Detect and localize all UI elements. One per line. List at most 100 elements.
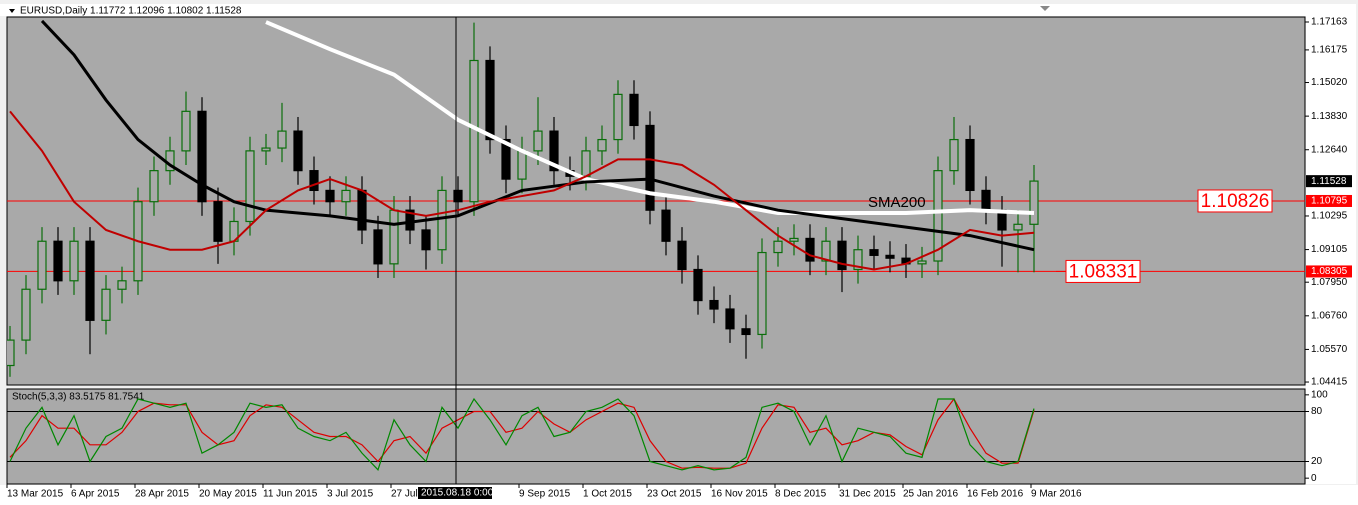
candle-body [117, 280, 127, 290]
y-tick-label: 1.17163 [1311, 17, 1348, 28]
x-tick-label: 20 May 2015 [199, 489, 257, 500]
stoch-header: Stoch(5,3,3) 83.5175 81.7541 [12, 392, 145, 403]
x-tick-label: 25 Jan 2016 [903, 489, 958, 500]
candle-body [7, 339, 15, 367]
x-tick-label: 6 Apr 2015 [71, 489, 120, 500]
candle-body [437, 189, 447, 251]
stoch-tick-label: 0 [1311, 473, 1317, 484]
candle-body [661, 209, 671, 242]
candle-body [805, 237, 815, 262]
candle-body [693, 268, 703, 302]
candle-body [725, 308, 735, 330]
candle-body [389, 209, 399, 265]
y-tick-label: 1.06760 [1311, 310, 1348, 321]
x-tick-label: 31 Dec 2015 [839, 489, 896, 500]
candle-body [709, 299, 719, 310]
y-tick-label: 1.13830 [1311, 111, 1348, 122]
candle-body [149, 170, 159, 203]
current-price-box [1306, 175, 1352, 188]
candle-body [549, 130, 559, 172]
x-tick-label: 11 Jun 2015 [263, 489, 318, 500]
candle-body [821, 240, 831, 262]
crosshair-box [418, 487, 492, 499]
x-tick-label: 23 Oct 2015 [647, 489, 702, 500]
candle-body [853, 249, 863, 271]
line-label: 1.08331 [1069, 261, 1138, 282]
candle-body [69, 240, 79, 282]
time-axis [0, 485, 1358, 505]
candle-body [917, 260, 927, 265]
candle-body [277, 130, 287, 149]
candle-body [869, 249, 879, 256]
x-tick-label: 27 Jul [391, 489, 418, 500]
candle-body [293, 130, 303, 172]
moving-average [265, 20, 1035, 216]
candle-body [357, 189, 367, 231]
candle-body [101, 288, 111, 321]
y-tick-label: 1.12640 [1311, 144, 1348, 155]
candle-body [197, 110, 207, 203]
candle-body [421, 229, 431, 251]
axis-price-box [1306, 194, 1352, 207]
candle-body [837, 240, 847, 271]
y-tick-label: 1.10295 [1311, 211, 1348, 222]
y-tick-label: 1.09105 [1311, 244, 1348, 255]
axes: 1.17163 1.16175 1.15020 1.13830 1.12640 1.102… [6, 17, 1352, 500]
price-axis [1306, 4, 1356, 484]
moving-average [9, 110, 1035, 271]
shift-marker [1040, 6, 1050, 11]
chart-title: EURUSD,Daily 1.11772 1.12096 1.10802 1.1… [20, 6, 242, 17]
candle-body [1013, 223, 1023, 231]
y-tick-label: 1.15020 [1311, 77, 1348, 88]
menu-arrow[interactable] [9, 9, 15, 13]
stoch-tick-label: 80 [1311, 406, 1323, 417]
x-tick-label: 16 Feb 2016 [967, 489, 1024, 500]
stoch-line [9, 397, 1035, 471]
annotation: SMA200 [868, 194, 926, 211]
candle-body [613, 93, 623, 141]
candle-body [245, 150, 255, 223]
y-tick-label: 1.04415 [1311, 377, 1348, 388]
candle-body [757, 251, 767, 336]
candle-body [213, 201, 223, 242]
candle-body [405, 209, 415, 231]
candle-body [981, 189, 991, 211]
x-tick-label: 1 Oct 2015 [583, 489, 632, 500]
stoch-panel [6, 388, 1306, 485]
candle-body [181, 110, 191, 152]
y-tick-label: 1.16175 [1311, 45, 1348, 56]
x-tick-label: 8 Dec 2015 [775, 489, 827, 500]
candle-body [741, 328, 751, 336]
candle-body [645, 124, 655, 211]
candle-body [597, 138, 607, 152]
candle-body [933, 170, 943, 262]
candle-body [1029, 180, 1039, 225]
moving-average [40, 19, 1035, 252]
x-tick-label: 3 Jul 2015 [327, 489, 374, 500]
candle-body [965, 138, 975, 192]
line-label-box [1065, 259, 1141, 283]
candle-body [53, 240, 63, 282]
current-price-label: 1.11528 [1311, 176, 1347, 187]
x-tick-label: 9 Mar 2016 [1031, 489, 1082, 500]
x-tick-label: 28 Apr 2015 [135, 489, 189, 500]
candle-body [885, 254, 895, 259]
line-label: 1.10826 [1201, 191, 1270, 212]
candle-body [309, 170, 319, 192]
candle-body [325, 189, 335, 203]
candle-body [341, 189, 351, 203]
axis-price-label: 1.08305 [1311, 266, 1348, 277]
crosshair-label: 2015.08.18 0:00 [421, 488, 494, 499]
axis-price-label: 1.10795 [1311, 196, 1348, 207]
x-tick-label: 9 Sep 2015 [519, 489, 571, 500]
candle-body [501, 138, 511, 180]
candle-body [677, 240, 687, 271]
x-tick-label: 13 Mar 2015 [7, 489, 64, 500]
candle-body [85, 240, 95, 321]
stoch-tick-label: 20 [1311, 456, 1323, 467]
axis-price-box [1306, 265, 1352, 278]
candle-body [485, 59, 495, 141]
candle-body [773, 240, 783, 254]
header-bar [0, 4, 1306, 16]
